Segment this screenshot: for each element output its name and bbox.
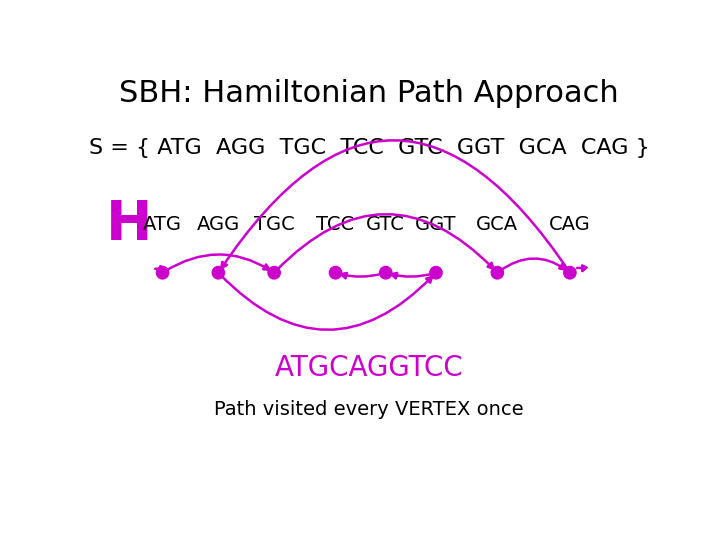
Ellipse shape [430,266,442,279]
Text: SBH: Hamiltonian Path Approach: SBH: Hamiltonian Path Approach [119,79,619,109]
Ellipse shape [212,266,225,279]
FancyArrowPatch shape [500,259,565,271]
Ellipse shape [268,266,280,279]
Text: GGT: GGT [415,215,456,234]
Ellipse shape [379,266,392,279]
FancyArrowPatch shape [391,273,433,278]
Text: ATG: ATG [143,215,182,234]
Text: CAG: CAG [549,215,590,234]
Ellipse shape [156,266,168,279]
Text: GCA: GCA [476,215,518,234]
FancyArrowPatch shape [165,254,269,271]
FancyArrowPatch shape [156,266,165,272]
Ellipse shape [491,266,503,279]
FancyArrowPatch shape [341,273,383,278]
Text: S = { ATG  AGG  TGC  TCC  GTC  GGT  GCA  CAG }: S = { ATG AGG TGC TCC GTC GGT GCA CAG } [89,138,649,158]
Text: GTC: GTC [366,215,405,234]
Text: H: H [106,198,153,252]
Ellipse shape [564,266,576,279]
Text: ATGCAGGTCC: ATGCAGGTCC [274,354,464,382]
Text: AGG: AGG [197,215,240,234]
Text: TGC: TGC [253,215,294,234]
FancyArrowPatch shape [276,214,493,271]
FancyArrowPatch shape [220,275,432,330]
Ellipse shape [329,266,342,279]
Text: Path visited every VERTEX once: Path visited every VERTEX once [214,401,524,420]
Text: TCC: TCC [317,215,354,234]
FancyArrowPatch shape [222,140,568,271]
FancyArrowPatch shape [577,266,587,271]
